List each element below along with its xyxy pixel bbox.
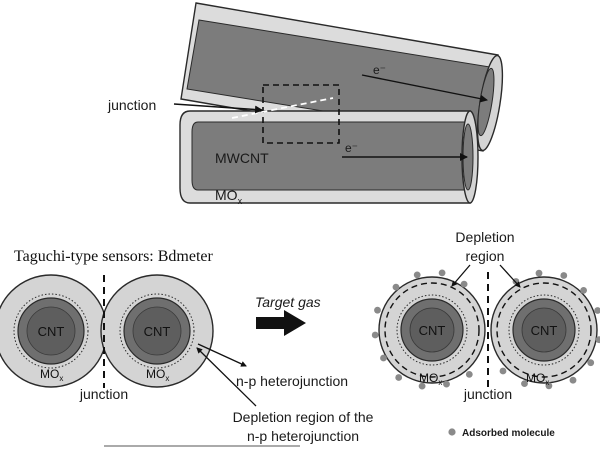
electron-label-upper: e⁻ <box>373 63 386 77</box>
adsorbed-molecules <box>371 269 600 390</box>
depletion-arrow-left <box>451 264 471 287</box>
adsorbed-molecule-dot <box>569 376 577 384</box>
adsorbed-molecule-dot <box>380 354 387 362</box>
junction-arrow <box>173 103 263 114</box>
right-mox-label-a: MOx <box>419 371 442 387</box>
junction-seam <box>231 97 334 119</box>
top-junction-label: junction <box>107 97 156 113</box>
adsorbed-molecule-dot <box>374 306 381 314</box>
adsorbed-molecule-dot <box>465 371 473 378</box>
depletion-arrow-right <box>499 264 521 288</box>
adsorbed-molecule-dot <box>413 271 421 279</box>
right-cnt-pair <box>378 272 598 388</box>
right-cnt-label-a: CNT <box>419 323 446 338</box>
caption: Taguchi-type sensors: Bdmeter <box>14 248 214 265</box>
electron-arrow-upper <box>361 74 488 103</box>
depletion-np-line1: Depletion region of the <box>233 409 374 425</box>
target-gas-label: Target gas <box>255 294 321 310</box>
right-depletion-ring-a <box>384 282 480 378</box>
left-cnt-pair <box>0 274 214 388</box>
lower-tube <box>179 110 479 204</box>
right-cnt-label-b: CNT <box>531 323 558 338</box>
adsorbed-molecule-dot <box>443 380 450 388</box>
adsorbed-molecule-dot <box>580 287 587 294</box>
legend-adsorbed-molecule: Adsorbed molecule <box>462 428 555 439</box>
adsorbed-molecule-dot <box>418 382 426 390</box>
depletion-label-line1: Depletion <box>455 229 514 245</box>
adsorbed-molecule-dot <box>395 374 403 381</box>
depletion-label-line2: region <box>466 248 505 264</box>
right-mox-label-b: MOx <box>526 371 549 387</box>
left-junction-label: junction <box>79 386 128 402</box>
adsorbed-molecule-dot <box>587 359 595 367</box>
adsorbed-molecule-dot <box>560 272 568 279</box>
left-mox-label-a: MOx <box>40 367 63 383</box>
junction-box <box>262 84 340 144</box>
left-cnt-label-b: CNT <box>144 324 171 339</box>
adsorbed-molecule-dot <box>460 280 468 288</box>
adsorbed-molecule-dot <box>438 269 446 277</box>
np-arrow <box>197 343 247 367</box>
np-heterojunction-label: n-p heterojunction <box>236 373 348 389</box>
adsorbed-molecule-dot <box>545 382 553 390</box>
electron-label-lower: e⁻ <box>345 141 358 155</box>
adsorbed-molecule-dot <box>595 336 600 344</box>
depletion-np-arrow <box>196 347 257 407</box>
adsorbed-molecule-dot <box>371 331 379 339</box>
mwcnt-label: MWCNT <box>215 150 269 166</box>
top-mox-label: MOx <box>215 187 243 206</box>
left-mox-label-b: MOx <box>146 367 169 383</box>
adsorbed-molecule-dot <box>535 269 543 277</box>
adsorbed-molecule-dot <box>594 307 600 314</box>
adsorbed-molecule-dot <box>499 367 507 375</box>
adsorbed-molecule-dot <box>392 283 400 291</box>
target-gas-arrow <box>256 310 306 336</box>
right-depletion-ring-b <box>496 282 592 378</box>
left-cnt-label-a: CNT <box>38 324 65 339</box>
depletion-np-line2: n-p heterojunction <box>247 428 359 444</box>
right-junction-label: junction <box>463 386 512 402</box>
legend-molecule-icon <box>448 428 456 436</box>
adsorbed-molecule-dot <box>521 380 528 387</box>
